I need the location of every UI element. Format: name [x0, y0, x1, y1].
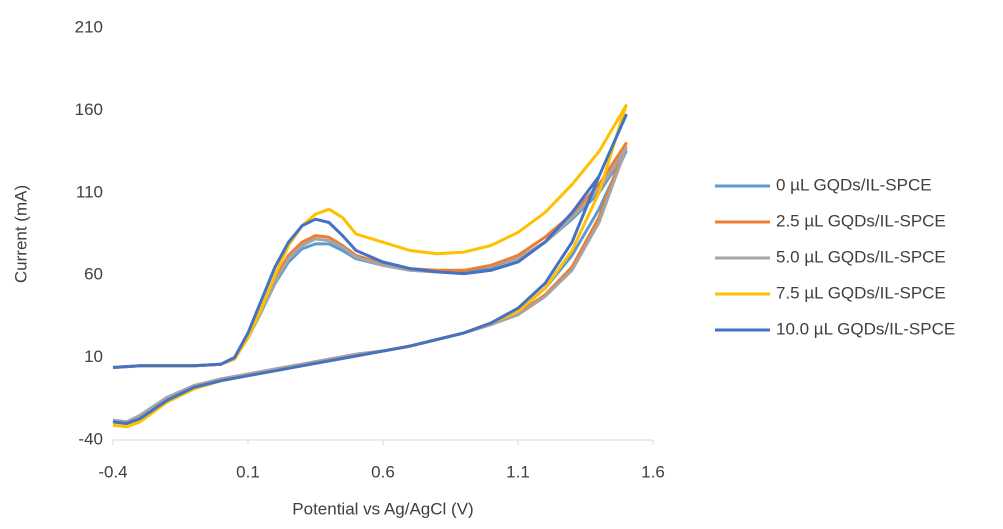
y-tick-label: 60 — [84, 265, 103, 284]
legend-label: 5.0 µL GQDs/IL-SPCE — [776, 247, 946, 266]
y-tick-label: 160 — [75, 100, 103, 119]
y-tick-label: -40 — [78, 429, 103, 448]
x-tick-label: 0.6 — [371, 462, 395, 481]
legend-label: 0 µL GQDs/IL-SPCE — [776, 175, 932, 194]
x-tick-label: 0.1 — [236, 462, 260, 481]
legend-label: 2.5 µL GQDs/IL-SPCE — [776, 211, 946, 230]
x-tick-label: 1.1 — [506, 462, 530, 481]
legend-label: 7.5 µL GQDs/IL-SPCE — [776, 283, 946, 302]
series-line — [112, 113, 628, 425]
y-tick-label: 110 — [76, 182, 103, 201]
y-tick-label: 210 — [75, 17, 103, 36]
series-line — [112, 146, 628, 424]
y-axis-title: Current (mA) — [11, 185, 30, 283]
y-tick-label: 10 — [84, 347, 103, 366]
legend-label: 10.0 µL GQDs/IL-SPCE — [776, 319, 955, 338]
x-tick-label: 1.6 — [641, 462, 665, 481]
x-axis-title: Potential vs Ag/AgCl (V) — [292, 499, 473, 518]
x-tick-label: -0.4 — [98, 462, 127, 481]
